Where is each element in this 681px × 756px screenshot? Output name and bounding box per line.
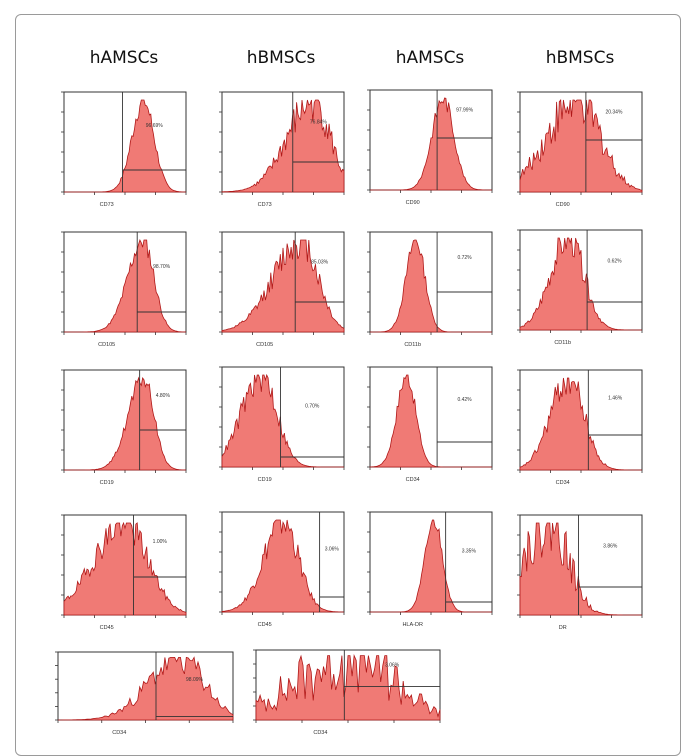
- histogram-panel: 3.86% DR: [517, 514, 643, 631]
- gate-percent-label: 98.70%: [153, 264, 171, 270]
- histogram-panel: 98.70% CD105: [61, 231, 187, 348]
- histogram-panel: 1.00% CD45: [61, 514, 187, 631]
- marker-label-cd19: CD19: [258, 477, 272, 483]
- marker-label-cd11b: CD11b: [404, 342, 421, 348]
- gate-percent-label: 1.46%: [608, 395, 623, 401]
- histogram-panel: 96.69% CD73: [61, 91, 187, 208]
- column-title-hbmscs-2: hBMSCs: [545, 48, 615, 68]
- histogram-area-cd34: [369, 374, 492, 468]
- histogram-area-cd73: [64, 99, 186, 193]
- histogram-panel: 3.06% CD45: [219, 511, 345, 628]
- histogram-area-cd90: [370, 97, 492, 191]
- histogram-area-cd105: [64, 238, 187, 333]
- histogram-area-cd11b: [519, 237, 642, 331]
- marker-label-cd90: CD90: [406, 200, 420, 206]
- histogram-panel: 98.09% CD34: [55, 651, 234, 736]
- histogram-panel: 4.80% CD19: [61, 369, 187, 486]
- histogram-area-cd105: [221, 239, 345, 333]
- histogram-panel: 85.03% CD105: [219, 231, 345, 348]
- marker-label-cd34: CD34: [556, 480, 570, 486]
- gate-percent-label: 0.42%: [457, 397, 472, 403]
- histogram-area-cd45: [221, 519, 344, 613]
- histogram-area-cd45: [63, 521, 187, 616]
- gate-percent-label: 96.69%: [146, 123, 164, 129]
- histogram-area-cd34: [255, 654, 441, 721]
- histogram-panel: 20.34% CD90: [517, 91, 643, 208]
- gate-percent-label: 20.34%: [605, 110, 623, 116]
- histogram-panel: 0.72% CD11b: [367, 231, 493, 348]
- gate-percent-label: 98.09%: [186, 677, 204, 683]
- histogram-panel: 3.35% HLA-DR: [367, 511, 493, 628]
- histogram-area-cd34: [519, 377, 642, 471]
- marker-label-cd11b: CD11b: [554, 340, 571, 346]
- gate-percent-label: 0.70%: [305, 404, 320, 410]
- marker-label-cd73: CD73: [258, 202, 272, 208]
- marker-label-cd105: CD105: [256, 342, 273, 348]
- marker-label-cd73: CD73: [100, 202, 114, 208]
- gate-percent-label: 85.03%: [311, 260, 329, 266]
- gate-percent-label: 4.80%: [156, 393, 171, 399]
- gate-percent-label: 76.84%: [310, 120, 328, 126]
- gate-percent-label: 0.72%: [457, 255, 472, 261]
- histogram-area-cd11b: [370, 239, 492, 333]
- histogram-area-cd90: [519, 98, 643, 193]
- gate-percent-label: 3.35%: [462, 549, 477, 555]
- marker-label-cd90: CD90: [556, 202, 570, 208]
- histogram-panel: 0.42% CD34: [367, 366, 493, 483]
- marker-label-hla-dr: HLA-DR: [402, 622, 423, 628]
- marker-label-cd45: CD45: [258, 622, 272, 628]
- marker-label-dr: DR: [559, 625, 567, 631]
- marker-label-cd34: CD34: [313, 730, 327, 736]
- histogram-area-cd34: [58, 656, 234, 721]
- histogram-panel: 3.06% CD34: [253, 649, 441, 736]
- column-title-hamscs-2: hAMSCs: [395, 48, 465, 68]
- histogram-panel: 76.84% CD73: [219, 91, 345, 208]
- gate-percent-label: 3.06%: [385, 662, 400, 668]
- marker-label-cd45: CD45: [100, 625, 114, 631]
- histogram-area-cd19: [64, 376, 187, 471]
- column-title-hamscs-1: hAMSCs: [89, 48, 159, 68]
- gate-percent-label: 0.62%: [607, 258, 622, 264]
- histogram-panel: 0.62% CD11b: [517, 229, 643, 346]
- histogram-area-hla-dr: [370, 519, 492, 613]
- histogram-area-cd19: [221, 373, 344, 468]
- marker-label-cd105: CD105: [98, 342, 115, 348]
- gate-percent-label: 1.00%: [153, 539, 168, 545]
- histogram-area-dr: [519, 522, 642, 616]
- marker-label-cd19: CD19: [100, 480, 114, 486]
- histogram-panel: 1.46% CD34: [517, 369, 643, 486]
- histogram-area-cd73: [221, 99, 345, 193]
- gate-percent-label: 97.99%: [456, 108, 474, 114]
- gate-percent-label: 3.06%: [325, 546, 340, 552]
- marker-label-cd34: CD34: [112, 730, 126, 736]
- gate-percent-label: 3.86%: [603, 543, 618, 549]
- column-title-hbmscs-1: hBMSCs: [246, 48, 316, 68]
- marker-label-cd34: CD34: [406, 477, 420, 483]
- histogram-panel: 0.70% CD19: [219, 366, 345, 483]
- histogram-panel: 97.99% CD90: [367, 89, 493, 206]
